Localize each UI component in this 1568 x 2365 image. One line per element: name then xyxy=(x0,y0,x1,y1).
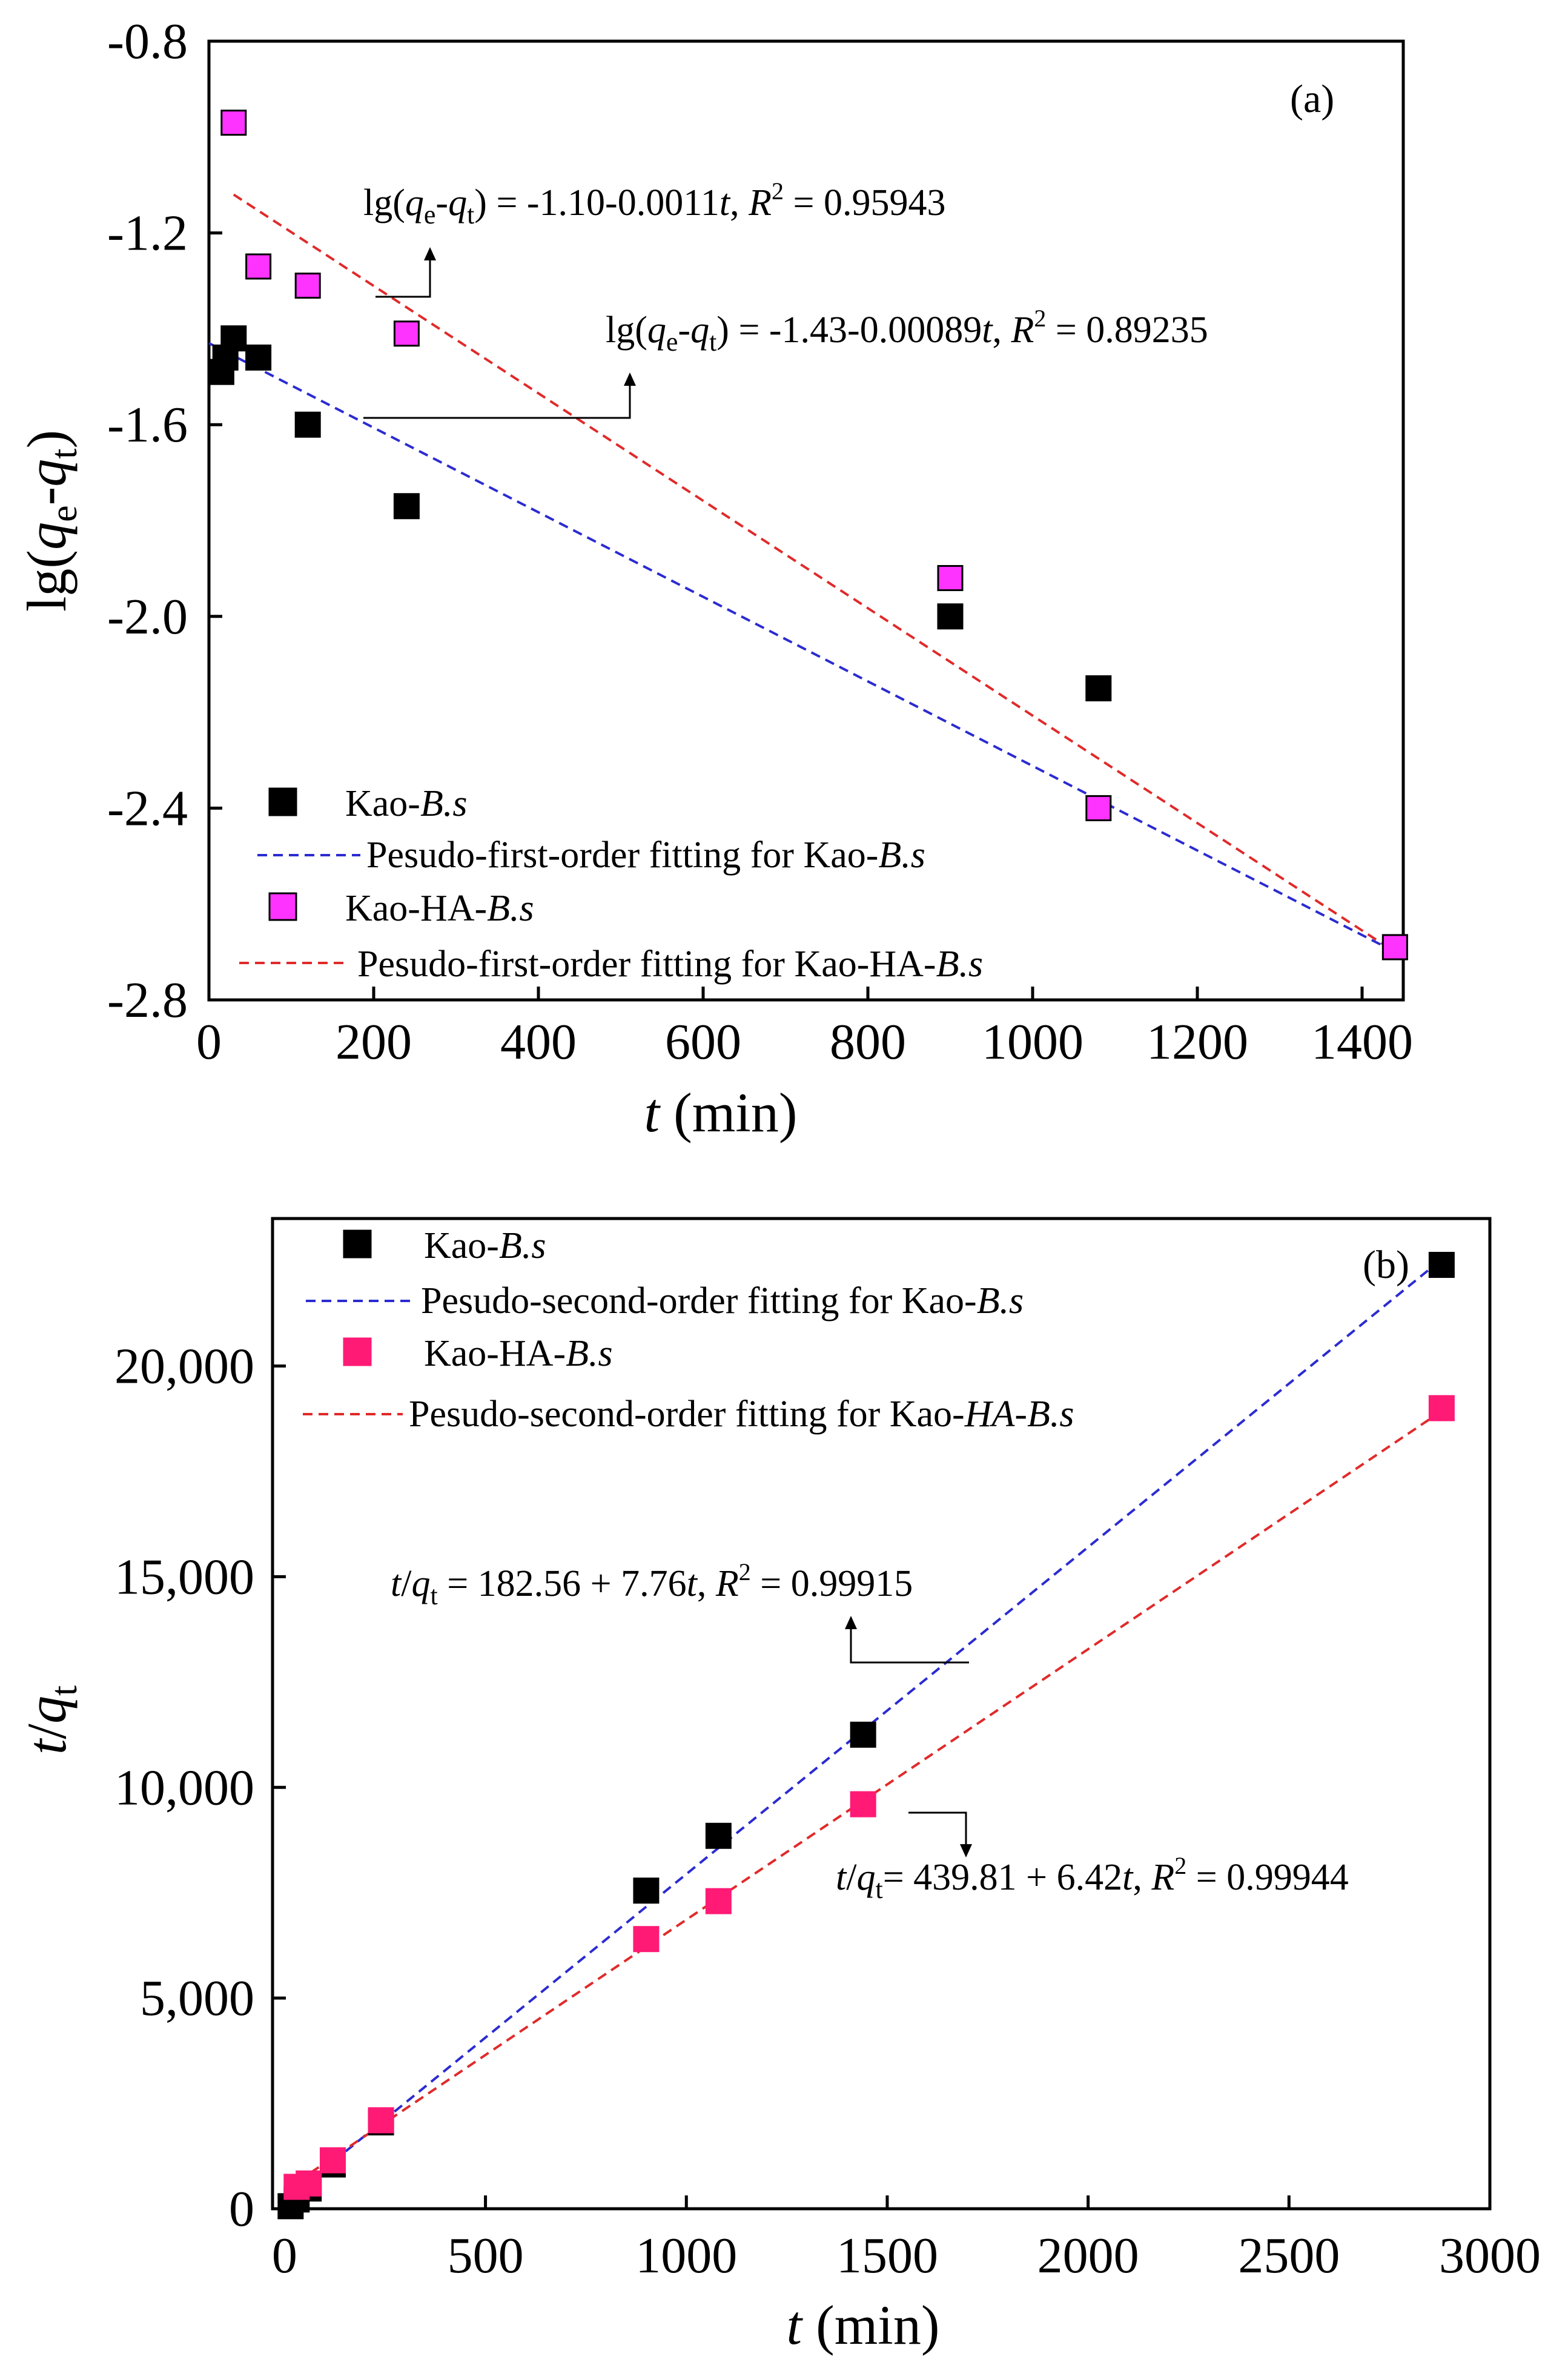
panel-a-label: (a) xyxy=(1290,77,1334,121)
panel-a-fit-line-pesudo-first-order-fitting-for-kao-ha-b-s xyxy=(233,193,1396,953)
panel-b-point-kao-b-s xyxy=(705,1822,732,1849)
panel-b-point-kao-ha-b-s xyxy=(850,1791,876,1818)
panel-a-equation-kao-ha: lg(qe-qt) = -1.10-0.0011t, R2 = 0.95943 xyxy=(363,177,945,230)
panel-a-x-tick-label: 1400 xyxy=(1311,1014,1413,1070)
panel-a-point-kao-ha-b-s xyxy=(245,253,272,280)
panel-b-point-kao-ha-b-s xyxy=(320,2147,346,2174)
panel-a-x-ticks: 0 200 400 600 800 1000 1200 1400 xyxy=(196,987,1413,1070)
panel-a-y-tick-label: -1.6 xyxy=(107,397,188,453)
panel-a-data-points xyxy=(208,110,1408,961)
panel-b-label: (b) xyxy=(1363,1243,1409,1287)
panel-a-x-tick-label: 600 xyxy=(665,1014,741,1070)
panel-b-legend-marker-kao xyxy=(343,1229,372,1259)
panel-b-legend-label-kao-ha-fit: Pesudo-second-order fitting for Kao-HA-B… xyxy=(409,1394,1074,1435)
panel-b-legend: Kao-B.s Pesudo-second-order fitting for … xyxy=(303,1225,1074,1435)
panel-a-fit-line-pesudo-first-order-fitting-for-kao-b-s xyxy=(208,342,1396,953)
panel-a-point-kao-b-s xyxy=(393,493,420,520)
panel-a-point-kao-ha-b-s xyxy=(294,273,321,299)
panel-a-x-var: t xyxy=(644,1082,661,1143)
panel-a-legend-marker-kao-ha xyxy=(268,892,297,921)
panel-a-axes: 0 200 400 600 800 1000 1200 1400 -2.8 -2.4 -2.0 -1… xyxy=(107,13,1413,1070)
panel-a-legend-marker-kao xyxy=(268,787,297,816)
panel-b-y-tick-label: 20,000 xyxy=(114,1338,254,1395)
panel-b-axes: 0 500 1000 1500 2000 2500 3000 0 5,000 10,000 15,… xyxy=(114,1338,1541,2284)
panel-a-legend-label-kao-fit: Pesudo-first-order fitting for Kao-B.s xyxy=(366,835,925,876)
panel-a-x-tick-label: 1200 xyxy=(1146,1014,1248,1070)
panel-a-plot-frame xyxy=(207,39,1405,1002)
panel-a-point-kao-ha-b-s xyxy=(393,320,420,347)
panel-a-equation-pointer-2 xyxy=(363,372,636,419)
panel-a-y-tick-label: -0.8 xyxy=(107,13,188,70)
panel-a-legend: Kao-B.s Pesudo-first-order fitting for K… xyxy=(239,783,983,985)
panel-b-y-tick-label: 5,000 xyxy=(140,1970,254,2026)
panel-b-equation-kao-ha: t/qt= 439.81 + 6.42t, R2 = 0.99944 xyxy=(836,1852,1349,1904)
panel-b-legend-label-kao: Kao-B.s xyxy=(424,1225,546,1266)
panel-a-point-kao-b-s xyxy=(1085,675,1112,702)
panel-b-x-tick-label: 3000 xyxy=(1439,2228,1541,2284)
panel-a-x-tick-label: 400 xyxy=(500,1014,577,1070)
panel-b-x-tick-label: 1000 xyxy=(635,2228,737,2284)
panel-b-kinetics-second-order: 0 500 1000 1500 2000 2500 3000 0 5,000 10,000 15,… xyxy=(16,1217,1541,2356)
panel-b-y-axis-title: t/qt xyxy=(16,1685,85,1755)
panel-b-legend-label-kao-fit: Pesudo-second-order fitting for Kao-B.s xyxy=(421,1280,1024,1321)
panel-b-x-tick-label: 0 xyxy=(272,2228,297,2284)
panel-a-legend-label-kao: Kao-B.s xyxy=(345,783,467,824)
panel-b-point-kao-ha-b-s xyxy=(296,2170,322,2197)
panel-b-point-kao-ha-b-s xyxy=(705,1888,732,1914)
panel-a-equation-pointer-1 xyxy=(375,247,436,298)
panel-a-equation-kao: lg(qe-qt) = -1.43-0.00089t, R2 = 0.89235 xyxy=(606,305,1208,357)
panel-a-y-tick-label: -2.8 xyxy=(107,972,188,1028)
panel-b-point-kao-ha-b-s xyxy=(368,2107,394,2134)
panel-b-legend-marker-kao-ha xyxy=(343,1337,372,1366)
panel-a-y-axis-title: lg(qe-qt) xyxy=(16,430,85,612)
panel-b-point-kao-b-s xyxy=(1428,1252,1455,1278)
panel-a-point-kao-b-s xyxy=(245,344,272,371)
panel-b-legend-label-kao-ha: Kao-HA-B.s xyxy=(424,1333,613,1374)
panel-a-x-tick-label: 1000 xyxy=(982,1014,1083,1070)
panel-a-y-tick-label: -2.4 xyxy=(107,780,188,836)
panel-a-fit-lines xyxy=(208,193,1396,953)
panel-b-x-tick-label: 500 xyxy=(448,2228,524,2284)
panel-a-y-tick-label: -2.0 xyxy=(107,589,188,645)
panel-a-kinetics-first-order: 0 200 400 600 800 1000 1200 1400 -2.8 -2.4 -2.0 -1… xyxy=(16,13,1413,1143)
panel-a-point-kao-ha-b-s xyxy=(1085,795,1112,821)
panel-b-equation-kao: t/qt = 182.56 + 7.76t, R2 = 0.99915 xyxy=(391,1558,913,1610)
panel-b-x-tick-label: 2000 xyxy=(1037,2228,1139,2284)
panel-b-x-tick-label: 1500 xyxy=(836,2228,938,2284)
panel-a-y-tick-label: -1.2 xyxy=(107,205,188,262)
panel-a-point-kao-b-s xyxy=(220,325,247,352)
panel-b-data-points xyxy=(277,1252,1455,2220)
panel-b-y-tick-label: 10,000 xyxy=(114,1759,254,1816)
panel-a-point-kao-ha-b-s xyxy=(937,564,964,591)
panel-b-y-ticks: 0 5,000 10,000 15,000 20,000 xyxy=(114,1338,286,2237)
panel-a-x-tick-label: 200 xyxy=(336,1014,412,1070)
panel-b-y-tick-label: 15,000 xyxy=(114,1549,254,1605)
panel-b-y-tick-label: 0 xyxy=(229,2181,254,2237)
panel-a-point-kao-b-s xyxy=(937,603,964,630)
panel-a-legend-label-kao-ha-fit: Pesudo-first-order fitting for Kao-HA-B.… xyxy=(357,944,983,985)
panel-a-x-axis-title: t (min) xyxy=(644,1082,798,1143)
panel-a-point-kao-ha-b-s xyxy=(1381,934,1408,961)
panel-a-legend-label-kao-ha: Kao-HA-B.s xyxy=(345,888,534,929)
panel-a-point-kao-b-s xyxy=(294,411,321,438)
panel-b-point-kao-ha-b-s xyxy=(633,1926,660,1953)
panel-b-x-tick-label: 2500 xyxy=(1238,2228,1340,2284)
panel-b-x-axis-title: t (min) xyxy=(787,2294,940,2356)
panel-a-x-unit: (min) xyxy=(660,1082,797,1143)
panel-a-x-tick-label: 800 xyxy=(830,1014,906,1070)
panel-a-x-tick-label: 0 xyxy=(196,1014,222,1070)
panel-b-x-ticks: 0 500 1000 1500 2000 2500 3000 xyxy=(272,2195,1541,2284)
panel-a-y-ticks: -2.8 -2.4 -2.0 -1.6 -1.2 -0.8 xyxy=(107,13,222,1028)
panel-b-plot-frame xyxy=(271,1217,1492,2211)
panel-b-equation-pointer-1 xyxy=(845,1616,969,1664)
panel-b-point-kao-b-s xyxy=(850,1721,876,1748)
panel-b-equation-pointer-2 xyxy=(908,1811,972,1857)
panel-b-point-kao-ha-b-s xyxy=(1428,1395,1455,1421)
panel-b-point-kao-b-s xyxy=(633,1877,660,1904)
panel-a-point-kao-ha-b-s xyxy=(220,110,247,136)
